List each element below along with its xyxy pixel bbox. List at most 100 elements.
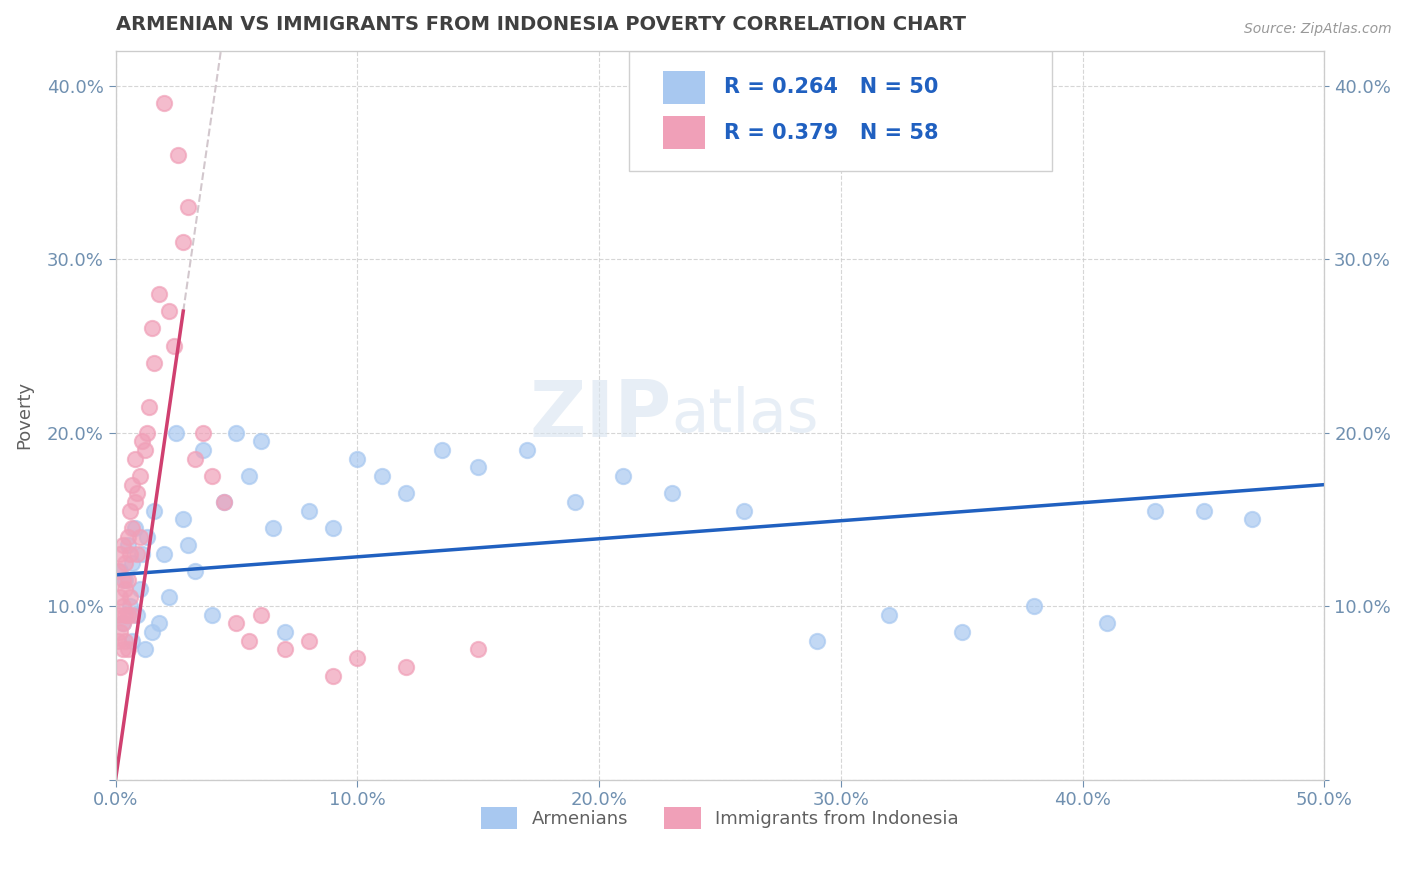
Point (117, 642, 139, 657)
Point (121, 477, 143, 491)
Point (395, 660, 418, 674)
Point (143, 503, 166, 517)
Point (117, 538, 139, 552)
Point (111, 616, 134, 631)
Point (141, 321, 163, 335)
Point (128, 530, 150, 544)
FancyBboxPatch shape (664, 116, 706, 149)
Point (274, 625, 297, 640)
Point (467, 460, 489, 475)
Point (128, 469, 150, 483)
Point (157, 304, 180, 318)
Point (107, 633, 129, 648)
Point (111, 642, 134, 657)
Point (346, 651, 368, 665)
Point (114, 633, 136, 648)
Point (148, 286, 170, 301)
Point (148, 616, 170, 631)
Point (134, 642, 156, 657)
Point (121, 633, 143, 648)
Point (564, 495, 586, 509)
Point (298, 633, 321, 648)
Point (138, 400, 160, 414)
Point (136, 530, 159, 544)
Point (167, 148, 190, 162)
Point (114, 607, 136, 622)
Point (172, 235, 194, 249)
Point (238, 633, 260, 648)
Point (110, 547, 132, 561)
Point (111, 538, 134, 552)
Point (143, 356, 166, 370)
Point (153, 547, 176, 561)
Point (131, 434, 153, 449)
Point (110, 591, 132, 605)
Point (733, 503, 755, 517)
Point (134, 442, 156, 457)
Point (124, 495, 146, 509)
Point (877, 607, 900, 622)
Text: Source: ZipAtlas.com: Source: ZipAtlas.com (1244, 22, 1392, 37)
Point (124, 451, 146, 466)
Point (516, 442, 538, 457)
Text: ARMENIAN VS IMMIGRANTS FROM INDONESIA POVERTY CORRELATION CHART: ARMENIAN VS IMMIGRANTS FROM INDONESIA PO… (115, 15, 966, 34)
Point (127, 547, 149, 561)
Point (1192, 503, 1215, 517)
Point (120, 591, 142, 605)
Point (1024, 599, 1046, 613)
Point (117, 530, 139, 544)
Point (114, 556, 136, 570)
Point (249, 434, 271, 449)
Point (131, 547, 153, 561)
Point (430, 442, 453, 457)
Point (191, 442, 214, 457)
Point (157, 591, 180, 605)
Point (274, 642, 297, 657)
Point (120, 599, 142, 613)
Y-axis label: Poverty: Poverty (15, 381, 32, 450)
Point (950, 625, 973, 640)
Point (111, 616, 134, 631)
Point (661, 486, 683, 500)
Point (262, 521, 284, 535)
Point (298, 503, 321, 517)
Text: ZIP: ZIP (530, 377, 672, 453)
FancyBboxPatch shape (630, 51, 1053, 171)
Point (110, 660, 132, 674)
Point (201, 469, 224, 483)
Point (127, 607, 149, 622)
Point (177, 200, 200, 214)
Point (201, 607, 224, 622)
Point (370, 469, 392, 483)
Point (114, 573, 136, 587)
Point (117, 607, 139, 622)
Text: atlas: atlas (672, 385, 820, 445)
Point (128, 582, 150, 596)
Point (127, 486, 149, 500)
Point (121, 607, 143, 622)
Point (1240, 512, 1263, 526)
Point (184, 565, 207, 579)
Point (114, 582, 136, 596)
Point (191, 425, 214, 440)
Point (120, 547, 142, 561)
Text: R = 0.379   N = 58: R = 0.379 N = 58 (724, 122, 938, 143)
Point (322, 521, 344, 535)
Point (806, 633, 828, 648)
Point (141, 625, 163, 640)
Point (136, 425, 159, 440)
Point (249, 607, 271, 622)
Point (111, 599, 134, 613)
Point (153, 95, 176, 110)
Point (111, 573, 134, 587)
Point (117, 573, 139, 587)
Point (172, 512, 194, 526)
Point (165, 425, 187, 440)
Point (110, 625, 132, 640)
Point (225, 425, 247, 440)
Point (395, 486, 418, 500)
Point (107, 607, 129, 622)
Point (214, 495, 236, 509)
FancyBboxPatch shape (664, 70, 706, 104)
Point (162, 339, 184, 353)
